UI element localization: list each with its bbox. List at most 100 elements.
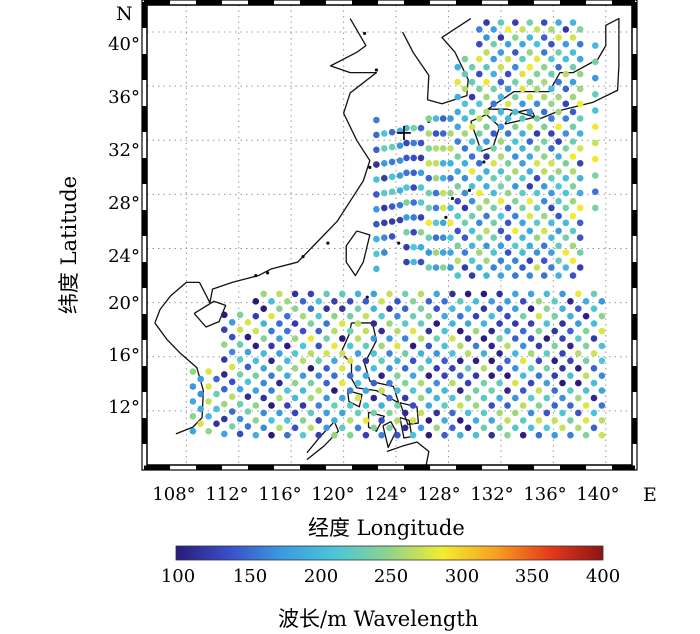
data-point <box>512 212 519 220</box>
data-point <box>403 169 410 177</box>
data-point <box>461 145 469 152</box>
data-point <box>189 368 197 375</box>
data-point <box>394 342 401 350</box>
data-point <box>504 417 511 424</box>
data-point <box>268 327 275 335</box>
data-point <box>488 387 496 394</box>
data-point <box>483 34 490 41</box>
data-point <box>496 335 503 342</box>
data-point <box>576 219 584 227</box>
data-point <box>468 63 476 71</box>
mindoro <box>346 389 363 408</box>
data-point <box>432 115 440 122</box>
data-point <box>396 142 404 149</box>
data-point <box>562 249 570 256</box>
data-point <box>447 249 454 256</box>
data-point <box>526 153 534 160</box>
data-point <box>567 431 574 439</box>
data-point <box>228 319 236 326</box>
data-point <box>490 55 498 63</box>
data-point <box>519 357 527 365</box>
data-point <box>401 320 409 327</box>
data-point <box>417 335 425 342</box>
data-point <box>291 409 299 417</box>
data-point <box>447 204 454 212</box>
data-point <box>370 305 378 313</box>
data-point <box>598 327 606 335</box>
data-point <box>512 335 519 342</box>
data-point <box>331 417 338 424</box>
data-point <box>432 160 440 167</box>
data-point <box>476 55 483 63</box>
data-point <box>483 78 490 86</box>
data-point <box>562 55 570 63</box>
data-point <box>497 227 505 235</box>
data-point <box>562 145 570 152</box>
data-point <box>562 130 570 137</box>
data-point <box>394 402 401 409</box>
data-point <box>417 229 425 236</box>
data-point <box>346 417 354 424</box>
island <box>301 255 305 259</box>
data-point <box>590 290 598 298</box>
lon-tick-108: 108° <box>152 484 196 505</box>
data-point <box>476 100 483 108</box>
island <box>368 165 372 169</box>
data-point <box>496 394 503 402</box>
data-point <box>461 130 469 137</box>
japan-honshu <box>487 17 620 120</box>
data-point <box>480 424 488 432</box>
data-point <box>315 431 323 439</box>
data-point <box>401 424 409 432</box>
data-point <box>497 212 505 220</box>
data-point <box>476 249 483 256</box>
data-point <box>457 402 464 409</box>
data-point <box>291 394 299 402</box>
data-point <box>543 290 551 298</box>
data-point <box>449 379 456 387</box>
wavelength-points <box>189 19 606 439</box>
data-point <box>291 350 299 357</box>
data-point <box>346 387 354 394</box>
data-point <box>291 424 299 432</box>
data-point <box>472 312 480 320</box>
data-point <box>425 402 433 409</box>
data-point <box>519 26 526 33</box>
data-point <box>512 320 519 327</box>
negros-cebu <box>382 421 397 449</box>
data-point <box>396 187 404 194</box>
data-point <box>480 394 488 402</box>
data-point <box>480 335 488 342</box>
data-point <box>543 320 551 327</box>
data-point <box>483 63 490 71</box>
data-point <box>497 78 505 86</box>
colorbar-tick-250: 250 <box>373 566 409 587</box>
data-point <box>551 372 558 380</box>
data-point <box>299 298 307 305</box>
data-point <box>488 357 496 365</box>
data-point <box>433 335 441 342</box>
colorbar-tick-350: 350 <box>514 566 550 587</box>
data-point <box>284 431 291 439</box>
korea-coast <box>402 17 472 105</box>
data-point <box>555 272 562 279</box>
data-point <box>441 402 448 409</box>
data-point <box>409 327 417 335</box>
data-point <box>540 272 548 279</box>
data-point <box>433 290 441 298</box>
data-point <box>526 183 534 190</box>
data-point <box>512 49 519 56</box>
data-point <box>346 402 354 409</box>
data-point <box>409 312 417 320</box>
data-point <box>403 139 410 147</box>
data-point <box>569 49 577 56</box>
data-point <box>315 402 323 409</box>
data-point <box>346 431 354 439</box>
data-point <box>476 145 483 152</box>
data-point <box>432 189 440 197</box>
data-point <box>562 174 570 182</box>
taiwan <box>345 230 371 277</box>
data-point <box>260 320 268 327</box>
data-point <box>461 174 469 182</box>
data-point <box>490 160 498 167</box>
